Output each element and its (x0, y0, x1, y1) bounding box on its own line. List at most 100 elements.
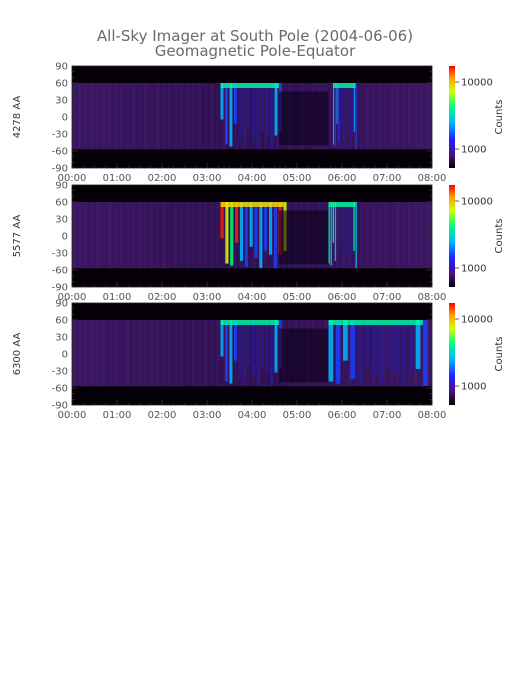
aurora-stripe (328, 202, 330, 264)
striation (90, 320, 94, 387)
striation (126, 83, 130, 150)
aurora-stripe (348, 83, 350, 136)
aurora-stripe (353, 83, 355, 133)
striation (276, 202, 280, 269)
x-tick-label: 07:00 (373, 292, 402, 303)
striation (240, 320, 244, 387)
colorbar-label: Counts (494, 337, 505, 372)
aurora-stripe (256, 83, 260, 149)
aurora-stripe (372, 320, 377, 377)
striation (198, 320, 202, 387)
striation (180, 83, 184, 150)
y-tick-label: -60 (52, 266, 68, 277)
aurora-stripe (401, 320, 406, 387)
striation (258, 83, 262, 150)
striation (414, 202, 418, 269)
aurora-stripe (270, 83, 273, 150)
striation (174, 320, 178, 387)
striation (84, 83, 88, 150)
striation (144, 83, 148, 150)
striation (84, 320, 88, 387)
striation (114, 83, 118, 150)
striation (336, 83, 340, 150)
striation (180, 320, 184, 387)
aurora-stripe (229, 83, 233, 147)
y-tick-label: -90 (52, 283, 68, 294)
striation (390, 320, 394, 387)
x-tick-label: 01:00 (103, 173, 132, 184)
striation (408, 83, 412, 150)
striation (114, 202, 118, 269)
striation (114, 320, 118, 387)
chart-title: All-Sky Imager at South Pole (2004-06-06… (97, 27, 413, 45)
striation (132, 83, 136, 150)
striation (204, 83, 208, 150)
y-axis-label: 6300 AA (12, 333, 23, 376)
striation (384, 202, 388, 269)
striation (390, 83, 394, 150)
aurora-stripe (379, 320, 385, 386)
striation (396, 202, 400, 269)
x-tick-label: 07:00 (373, 410, 402, 421)
aurora-stripe (355, 202, 357, 269)
x-tick-label: 03:00 (193, 410, 222, 421)
aurora-stripe (393, 320, 399, 373)
x-tick-label: 06:00 (328, 292, 357, 303)
aurora-stripe (244, 202, 248, 268)
x-tick-label: 03:00 (193, 173, 222, 184)
y-tick-label: 30 (55, 333, 68, 344)
aurora-stripe (423, 320, 428, 387)
x-tick-label: 05:00 (283, 173, 312, 184)
striation (402, 83, 406, 150)
aurora-stripe (234, 83, 237, 124)
aurora-stripe (334, 202, 337, 262)
striation (108, 83, 112, 150)
aurora-stripe (268, 202, 273, 255)
aurora-stripe (336, 83, 338, 124)
striation (186, 202, 190, 269)
aurora-arc (220, 202, 284, 207)
aurora-stripe (386, 320, 392, 369)
aurora-stripe (334, 83, 336, 147)
aurora-stripe (259, 202, 263, 268)
striation (72, 83, 76, 150)
striation (198, 202, 202, 269)
striation (120, 320, 124, 387)
aurora-arc (220, 320, 279, 325)
striation (144, 320, 148, 387)
x-tick-label: 02:00 (148, 292, 177, 303)
aurora-stripe (252, 320, 255, 377)
striation (186, 320, 190, 387)
aurora-stripe (341, 83, 343, 128)
striation (84, 202, 88, 269)
striation (126, 320, 130, 387)
striation (96, 83, 100, 150)
colorbar (449, 66, 455, 168)
striation (72, 202, 76, 269)
striation (348, 83, 352, 150)
aurora-stripe (238, 83, 242, 143)
aurora-stripe (345, 83, 347, 149)
striation (162, 320, 166, 387)
striation (390, 202, 394, 269)
aurora-stripe (343, 320, 348, 361)
aurora-stripe (346, 83, 348, 132)
striation (144, 202, 148, 269)
y-axis-label: 4278 AA (12, 96, 23, 139)
striation (240, 83, 244, 150)
x-tick-label: 08:00 (418, 410, 447, 421)
striation (360, 83, 364, 150)
striation (162, 202, 166, 269)
striation (396, 83, 400, 150)
y-tick-label: 0 (62, 232, 68, 243)
x-tick-label: 02:00 (148, 173, 177, 184)
aurora-stripe (349, 202, 351, 269)
aurora-stripe (335, 320, 341, 384)
striation (174, 202, 178, 269)
colorbar-tick-label: 10000 (461, 197, 493, 208)
striation (210, 202, 214, 269)
x-tick-label: 08:00 (418, 173, 447, 184)
aurora-stripe (225, 202, 229, 264)
aurora-stripe (261, 83, 264, 132)
striation (330, 83, 334, 150)
